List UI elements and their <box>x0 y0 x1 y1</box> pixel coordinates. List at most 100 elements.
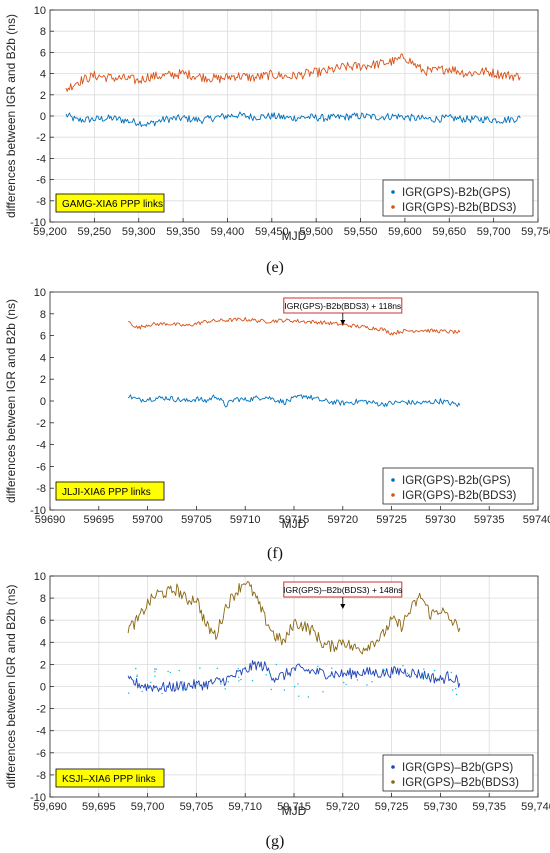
x-tick-label: 59,740 <box>521 801 550 813</box>
chart-3: 59,690 59,695 59,700 59,705 59,710 59,715 59,7… <box>4 571 550 850</box>
x-tick-label: 59,650 <box>432 226 466 238</box>
scatter-dot <box>199 667 201 669</box>
scatter-dot <box>154 675 156 677</box>
y-tick-label: 10 <box>34 287 46 299</box>
scatter-dot <box>422 674 424 677</box>
scatter-dot <box>136 675 138 678</box>
legend-marker <box>391 493 395 497</box>
scatter-dot <box>455 688 457 690</box>
scatter-dot <box>343 681 345 684</box>
annotation-arrow-head <box>340 604 346 609</box>
y-tick-label: 2 <box>40 374 46 386</box>
x-tick-label: 59715 <box>279 514 310 526</box>
annotation-text: IGR(GPS)-B2b(BDS3) + 118ns <box>284 301 401 311</box>
legend-entry: IGR(GPS)–B2b(BDS3) <box>402 777 519 789</box>
scatter-dot <box>167 670 169 673</box>
y-tick-label: 0 <box>40 111 46 123</box>
y-tick-label: -4 <box>36 153 46 165</box>
legend-box <box>382 754 534 792</box>
x-tick-label: 59,400 <box>211 226 245 238</box>
x-tick-label: 59,200 <box>33 226 67 238</box>
x-tick-label: 59740 <box>523 514 550 526</box>
scatter-dot <box>307 696 310 698</box>
legend-entry: IGR(GPS)–B2b(GPS) <box>402 762 513 774</box>
x-tick-label: 59,730 <box>424 801 458 813</box>
scatter-dot <box>183 688 186 690</box>
scatter-dot <box>270 688 272 691</box>
scatter-dot <box>136 674 138 676</box>
y-tick-label: -8 <box>36 196 46 208</box>
scatter-dot <box>450 671 452 674</box>
scatter-dot <box>297 683 299 685</box>
y-tick-label: 2 <box>40 659 46 671</box>
scatter-dot <box>283 689 286 691</box>
y-tick-label: -10 <box>30 792 46 804</box>
scatter-dot <box>154 671 156 673</box>
legend-entry: IGR(GPS)-B2b(GPS) <box>402 475 511 487</box>
annotation-arrow-head <box>340 320 346 325</box>
y-tick-label: -2 <box>36 132 46 144</box>
x-tick-label: 59,700 <box>477 226 511 238</box>
x-tick-label: 59720 <box>328 514 359 526</box>
scatter-dot <box>356 679 359 681</box>
y-tick-label: 4 <box>40 69 46 81</box>
y-tick-label: 8 <box>40 309 46 321</box>
legend-entry: IGR(GPS)-B2b(BDS3) <box>402 490 517 502</box>
legend-marker <box>391 478 395 482</box>
series-line-1 <box>127 394 461 408</box>
scatter-dot <box>322 691 324 693</box>
y-tick-label: -10 <box>30 505 46 517</box>
link-label-text: KSJI–XIA6 PPP links <box>62 774 156 785</box>
scatter-dot <box>238 676 240 678</box>
y-tick-label: -6 <box>36 175 46 187</box>
x-tick-label: 59,705 <box>180 801 214 813</box>
x-tick-label: 59,500 <box>299 226 333 238</box>
scatter-dot <box>345 683 347 686</box>
x-tick-label: 59695 <box>84 514 115 526</box>
scatter-dot <box>197 683 199 685</box>
chart-2: 59690 59695 59700 59705 59710 59715 59720 59725… <box>4 287 550 562</box>
x-tick-label: 59,550 <box>344 226 378 238</box>
scatter-dot <box>163 685 165 687</box>
scatter-dot <box>331 667 333 669</box>
x-tick-label: 59,700 <box>131 801 165 813</box>
x-tick-label: 59,690 <box>33 801 67 813</box>
y-tick-label: 6 <box>40 47 46 59</box>
series-line-1 <box>127 660 461 692</box>
y-tick-label: 0 <box>40 682 46 694</box>
y-axis-label: differences between IGR and B2b (ns) <box>4 299 18 503</box>
x-tick-label: 59,710 <box>228 801 262 813</box>
y-tick-label: -2 <box>36 704 46 716</box>
legend-marker <box>391 765 395 769</box>
x-tick-label: 59,250 <box>78 226 112 238</box>
x-axis-label: MJD <box>282 229 307 243</box>
scatter-dot <box>366 684 368 686</box>
series-line-1 <box>65 111 521 128</box>
scatter-dot <box>275 663 277 666</box>
y-tick-label: -10 <box>30 217 46 229</box>
y-tick-label: 6 <box>40 615 46 627</box>
scatter-dot <box>265 674 267 676</box>
y-tick-label: -2 <box>36 418 46 430</box>
x-tick-label: 59725 <box>376 514 407 526</box>
scatter-dot <box>133 680 135 682</box>
figure-caption: (e) <box>266 259 284 276</box>
scatter-dot <box>238 680 240 682</box>
scatter-dot <box>135 667 137 670</box>
x-tick-label: 59,350 <box>166 226 200 238</box>
x-tick-label: 59,750 <box>521 226 550 238</box>
scatter-dot <box>169 671 171 674</box>
x-tick-label: 59705 <box>181 514 212 526</box>
x-tick-label: 59,600 <box>388 226 422 238</box>
scatter-dot <box>150 681 152 684</box>
x-tick-label: 59710 <box>230 514 261 526</box>
legend-marker <box>391 780 395 784</box>
figure-caption: (f) <box>267 545 283 562</box>
y-tick-label: 8 <box>40 26 46 38</box>
link-label-box <box>55 768 165 788</box>
scatter-dot <box>428 676 431 678</box>
annotation-text: IGR(GPS)–B2b(BDS3) + 148ns <box>283 585 402 595</box>
legend-entry: IGR(GPS)-B2b(GPS) <box>402 187 511 199</box>
scatter-dot <box>383 669 385 671</box>
x-tick-label: 59735 <box>474 514 505 526</box>
